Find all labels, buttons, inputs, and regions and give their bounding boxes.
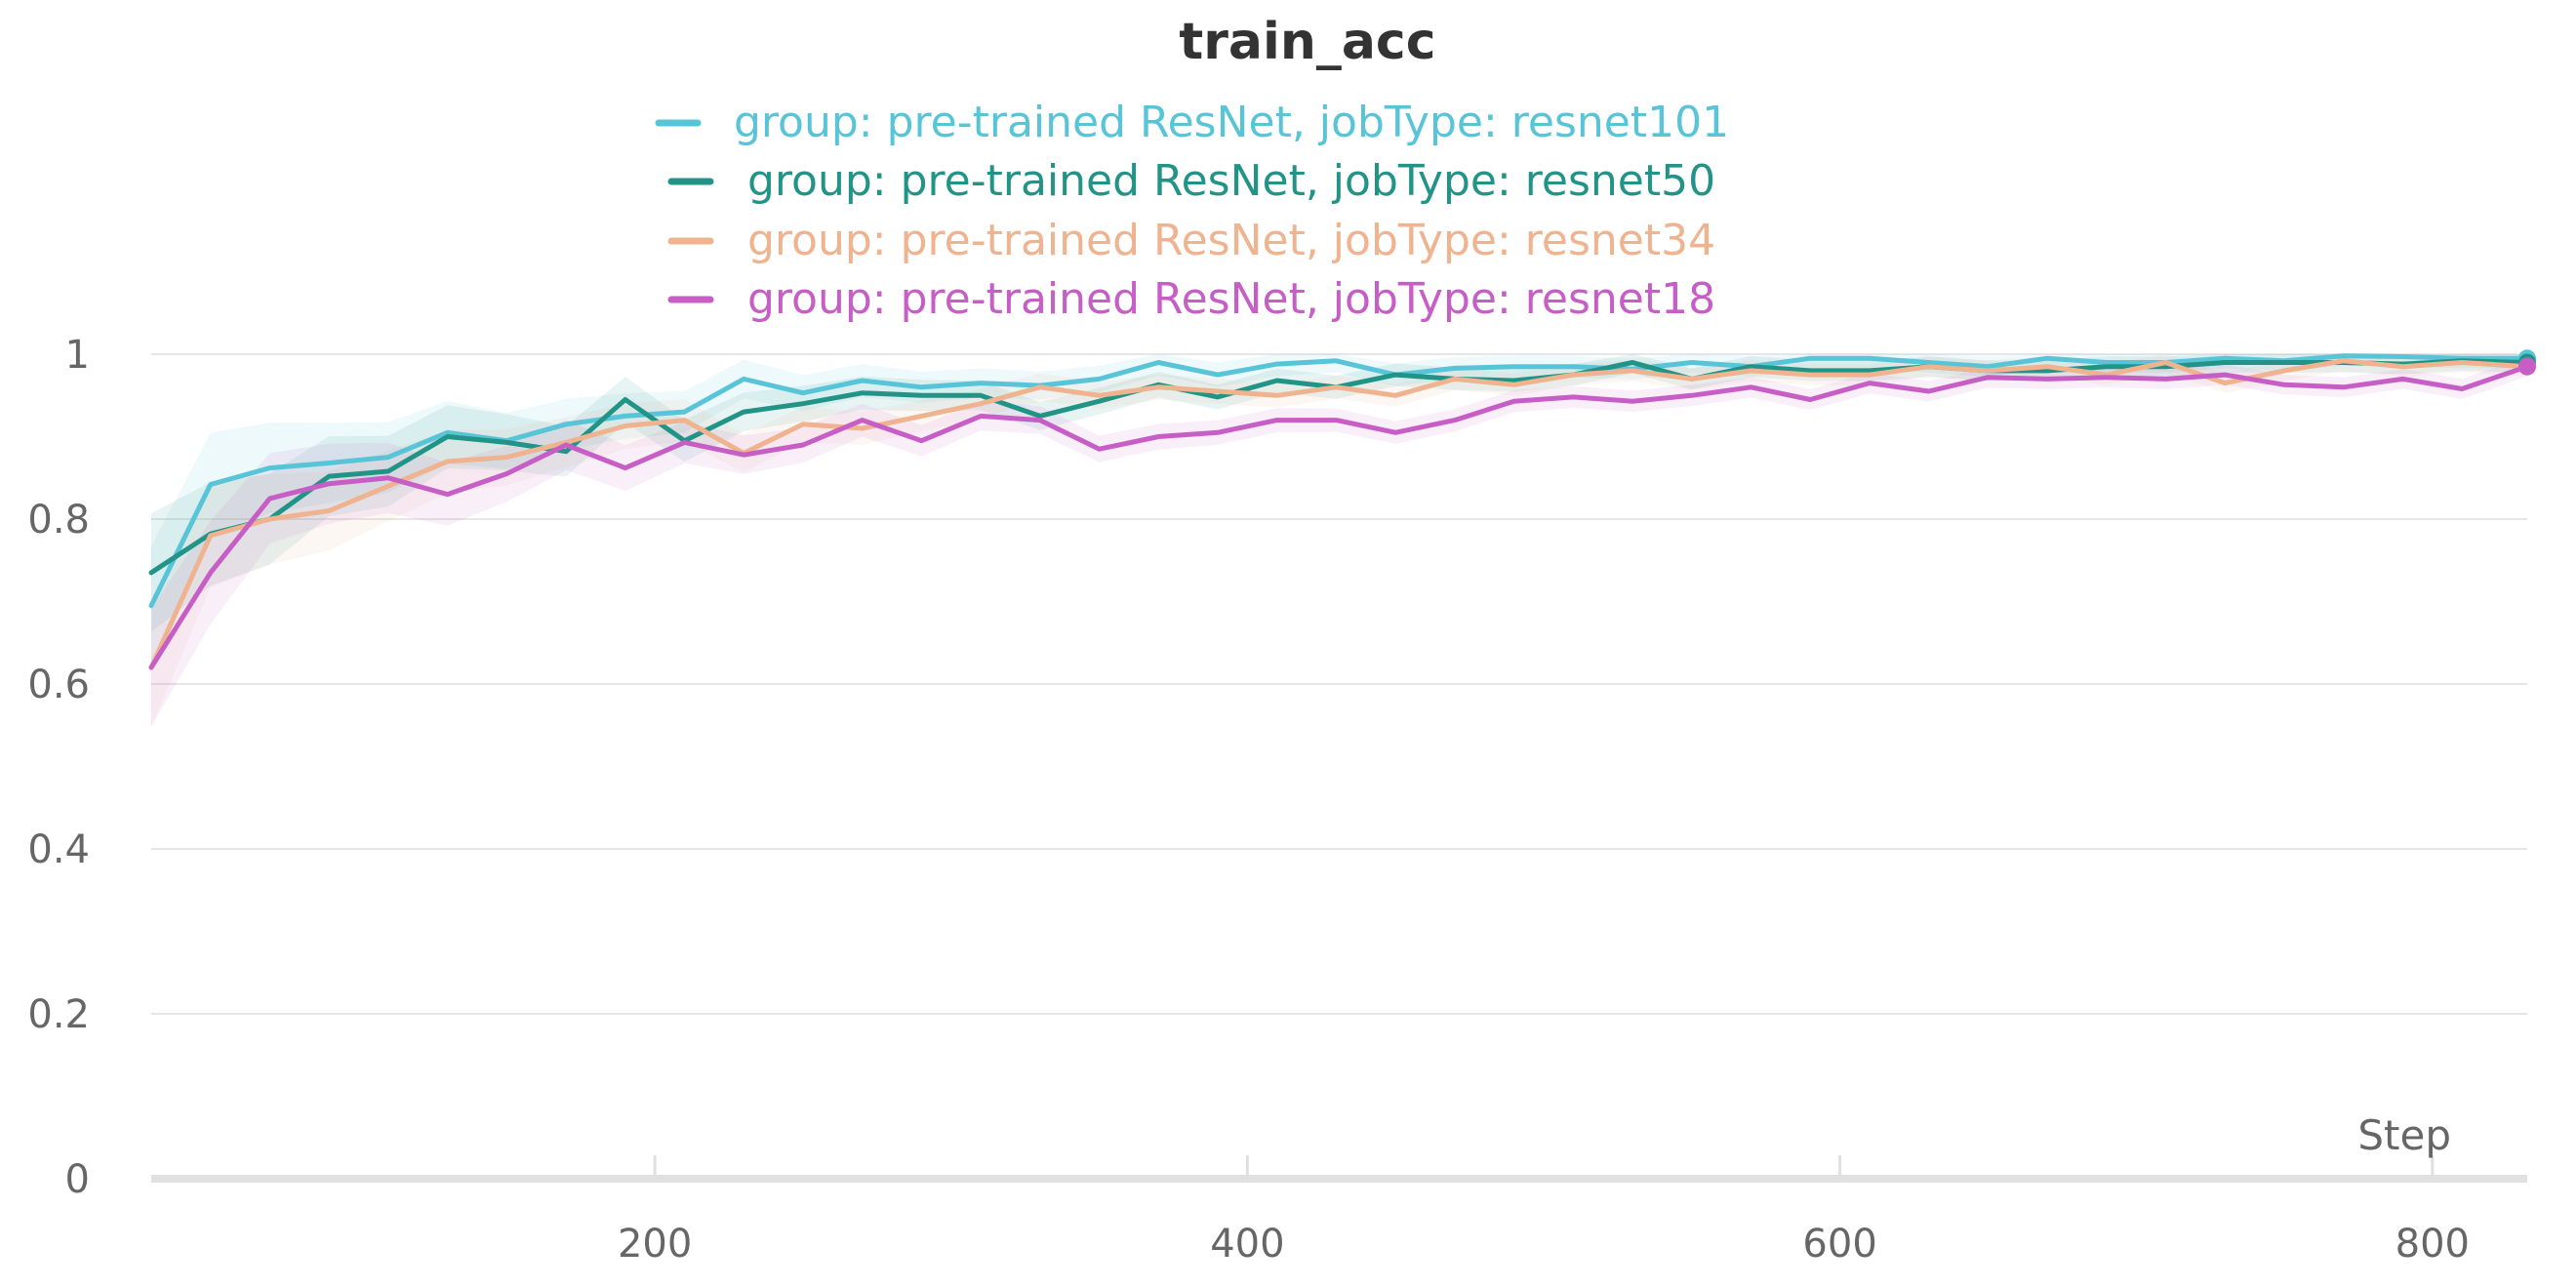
y-tick-label: 0.8 <box>27 498 90 543</box>
series-band <box>151 354 2527 632</box>
series-lines <box>148 353 2530 670</box>
series-band <box>151 354 2527 727</box>
grid <box>151 353 2527 1015</box>
x-axis: 200 400 600 800 <box>151 1155 2527 1267</box>
x-tick-label: 400 <box>1210 1222 1284 1267</box>
legend-label: group: pre-trained ResNet, jobType: resn… <box>734 98 1729 147</box>
chart-title: train_acc <box>1179 13 1435 71</box>
x-tick-label: 600 <box>1802 1222 1876 1267</box>
series-line <box>148 364 2530 670</box>
x-axis-label: Step <box>2357 1111 2451 1159</box>
y-tick-label: 0.2 <box>27 992 90 1037</box>
series-line <box>148 353 2530 609</box>
legend-label: group: pre-trained ResNet, jobType: resn… <box>747 274 1715 324</box>
x-tick-label: 800 <box>2395 1222 2470 1267</box>
series-endpoints <box>2518 349 2536 376</box>
legend-label: group: pre-trained ResNet, jobType: resn… <box>747 156 1715 206</box>
y-tick-label: 0.4 <box>27 827 90 872</box>
series-endpoint <box>2518 357 2536 376</box>
series-band <box>151 354 2527 665</box>
y-tick-label: 0 <box>65 1157 90 1202</box>
y-tick-label: 0.6 <box>27 663 90 707</box>
x-tick-label: 200 <box>618 1222 692 1267</box>
legend-label: group: pre-trained ResNet, jobType: resn… <box>747 216 1715 265</box>
series-band <box>151 356 2527 727</box>
y-axis: 0 0.2 0.4 0.6 0.8 1 <box>27 333 90 1202</box>
series-line <box>148 358 2530 670</box>
confidence-bands <box>151 354 2527 727</box>
y-tick-label: 1 <box>65 333 90 378</box>
legend: group: pre-trained ResNet, jobType: resn… <box>655 98 1729 324</box>
